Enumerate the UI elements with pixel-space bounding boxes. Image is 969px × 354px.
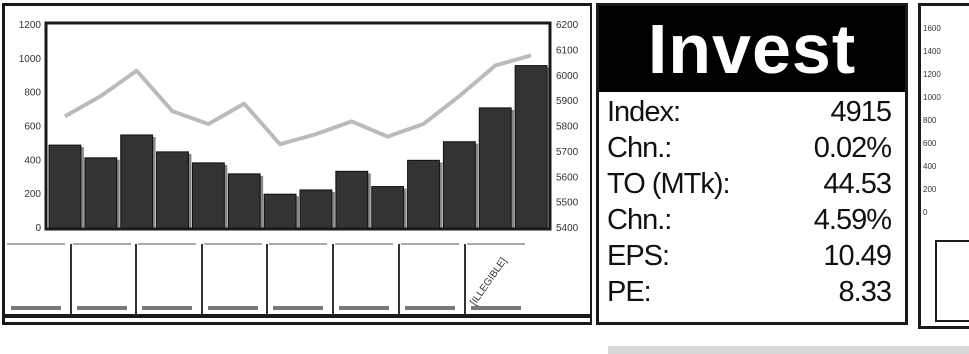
- right-axis: 6200 6100 6000 5900 5800 5700 5600 5500 5400: [556, 20, 579, 234]
- stat-value: 44.53: [823, 168, 892, 200]
- bar: [156, 151, 189, 229]
- bar: [442, 141, 476, 229]
- stat-value: 8.33: [838, 276, 892, 308]
- left-tick-label: 1000: [19, 54, 42, 65]
- stat-value: 0.02%: [813, 132, 892, 164]
- right-chart-tick-label: 600: [923, 139, 937, 148]
- bar: [335, 170, 369, 229]
- stat-row-pe: PE: 8.33: [607, 274, 892, 310]
- right-chart-panel: 1600 1400 1200 1000 800 600 400 200 0: [918, 3, 969, 329]
- thumbnail-mark: [273, 306, 323, 310]
- bar-series: [48, 65, 550, 229]
- right-chart-tick-label: 1600: [923, 24, 941, 33]
- right-chart-tick-label: 1000: [923, 93, 941, 102]
- stat-value: 4.59%: [813, 204, 892, 236]
- bar: [299, 189, 333, 229]
- right-tick-label: 6200: [556, 20, 579, 31]
- bar: [48, 144, 82, 229]
- thumbnail-mark: [208, 306, 258, 310]
- line-path: [63, 53, 532, 147]
- left-chart-panel: 1200 1000 800 600 400 200 0 6200 6100 6000 5900 58…: [2, 3, 592, 325]
- stat-row-turnover-change: Chn.: 4.59%: [607, 202, 892, 238]
- right-chart-inset: [935, 240, 969, 322]
- bar: [263, 193, 297, 229]
- bar: [371, 186, 405, 229]
- thumbnail-mark: [405, 306, 455, 310]
- thumbnail-mark: [142, 306, 192, 310]
- right-tick-label: 5600: [556, 172, 579, 183]
- bar: [191, 162, 225, 229]
- stats-panel: Invest Index: 4915 Chn.: 0.02% TO (MTk):…: [596, 3, 908, 325]
- thumbnail-mark: [77, 306, 127, 310]
- left-tick-label: 400: [24, 155, 41, 166]
- left-axis: 1200 1000 800 600 400 200 0: [19, 20, 42, 234]
- left-tick-label: 800: [24, 88, 41, 99]
- left-tick-label: 600: [24, 122, 41, 133]
- invest-title: Invest: [599, 6, 905, 92]
- stat-label: PE:: [607, 276, 652, 308]
- stat-label: Index:: [607, 96, 681, 128]
- right-tick-label: 5800: [556, 122, 579, 133]
- plot-frame: [44, 21, 552, 231]
- right-chart-tick-label: 800: [923, 116, 937, 125]
- stat-row-index: Index: 4915: [607, 94, 892, 130]
- right-chart-tick-label: 400: [923, 162, 937, 171]
- thumbnail-strip: [5, 243, 592, 318]
- right-chart-tick-label: 1400: [923, 47, 941, 56]
- bar: [478, 107, 512, 229]
- right-tick-label: 6000: [556, 71, 579, 82]
- right-chart-tick-label: 1200: [923, 70, 941, 79]
- stat-value: 4915: [830, 96, 892, 128]
- stat-label: TO (MTk):: [607, 168, 731, 200]
- thumbnail-mark: [11, 306, 61, 310]
- bar: [84, 157, 118, 229]
- left-tick-label: 0: [35, 223, 41, 234]
- right-chart-tick-label: 200: [923, 185, 937, 194]
- bar: [120, 134, 154, 229]
- right-chart-tick-label: 0: [923, 208, 928, 217]
- thumbnail-mark: [339, 306, 389, 310]
- stat-label: Chn.:: [607, 132, 672, 164]
- stat-label: EPS:: [607, 240, 670, 272]
- stat-rows: Index: 4915 Chn.: 0.02% TO (MTk): 44.53 …: [599, 92, 905, 310]
- bar: [227, 173, 261, 229]
- stat-value: 10.49: [823, 240, 892, 272]
- left-tick-label: 1200: [19, 20, 42, 31]
- thumbnail-mark: [471, 306, 521, 310]
- stat-row-eps: EPS: 10.49: [607, 238, 892, 274]
- stat-label: Chn.:: [607, 204, 672, 236]
- right-tick-label: 5500: [556, 198, 579, 209]
- bar: [407, 159, 440, 229]
- right-tick-label: 5900: [556, 96, 579, 107]
- bar: [514, 65, 548, 229]
- line-series: [63, 53, 532, 147]
- thumbnail-label: [ILLEGIBLE]: [468, 256, 509, 308]
- right-tick-label: 6100: [556, 45, 579, 56]
- combo-chart: 1200 1000 800 600 400 200 0 6200 6100 6000 5900 58…: [5, 20, 592, 318]
- right-tick-label: 5700: [556, 147, 579, 158]
- stat-row-turnover: TO (MTk): 44.53: [607, 166, 892, 202]
- right-tick-label: 5400: [556, 223, 579, 234]
- left-tick-label: 200: [24, 189, 41, 200]
- bottom-bar: [608, 346, 969, 354]
- stat-row-index-change: Chn.: 0.02%: [607, 130, 892, 166]
